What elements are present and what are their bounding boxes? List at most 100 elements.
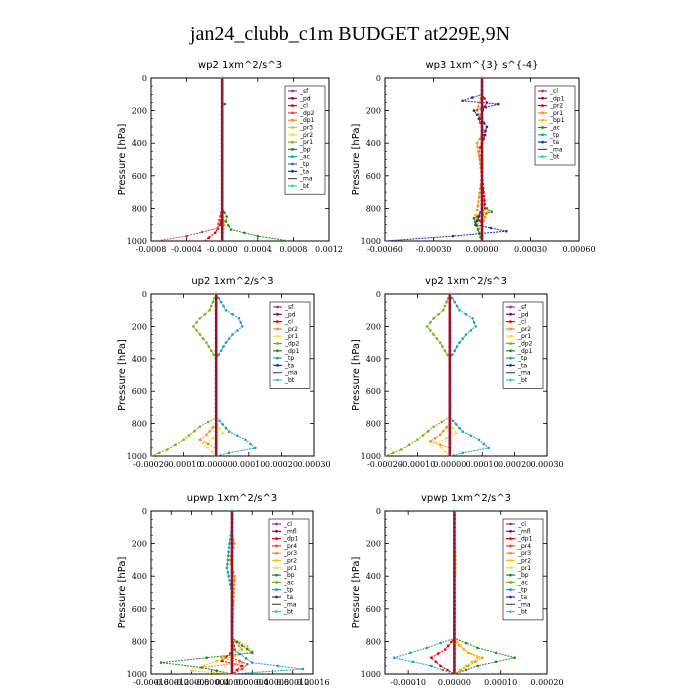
data-point	[476, 646, 479, 650]
data-point	[408, 443, 411, 447]
x-tick-label: 0.00020	[265, 460, 298, 469]
y-tick-label: 0	[376, 74, 381, 83]
data-point	[445, 436, 448, 440]
data-point	[478, 101, 481, 104]
data-point	[193, 429, 196, 433]
data-point	[474, 660, 477, 664]
data-point	[231, 333, 234, 336]
data-point	[198, 317, 202, 320]
legend-entry-label: _pr2	[549, 103, 563, 110]
data-point	[201, 337, 205, 340]
y-tick-label: 1000	[361, 670, 381, 679]
data-point	[429, 329, 432, 332]
data-point	[513, 656, 516, 659]
x-tick-label: 0.0008	[279, 245, 307, 254]
legend-marker	[509, 349, 512, 353]
legend: _cl_mfl_dp1_pr4_pr3_pr2_pr1_bp_ac_tp_ta_…	[268, 518, 310, 621]
legend-marker	[509, 610, 512, 613]
legend-entry-label: _pr1	[517, 565, 531, 572]
data-point	[220, 656, 224, 659]
x-tick-label: 0.00000	[200, 460, 233, 469]
data-point	[471, 96, 474, 99]
legend-marker	[291, 140, 294, 144]
legend-entry-label: _dp1	[549, 95, 565, 102]
x-tick-label: 0.0012	[315, 245, 343, 254]
x-tick-label: 0.00020	[498, 460, 531, 469]
x-tick-label: 0.00010	[466, 460, 499, 469]
legend-entry-label: _ma	[299, 176, 313, 183]
legend-entry-label: _mfl	[283, 528, 297, 535]
data-point	[227, 337, 231, 340]
data-point	[464, 333, 468, 336]
legend-marker	[291, 118, 294, 122]
data-point	[441, 668, 445, 672]
legend-entry-label: _pr2	[283, 558, 297, 565]
legend-marker	[291, 111, 294, 115]
legend-entry-label: _pr2	[284, 326, 298, 333]
data-point	[480, 656, 484, 659]
data-point	[228, 579, 231, 582]
data-point	[233, 579, 236, 582]
data-point	[251, 661, 254, 664]
legend-entry-label: _sf	[299, 88, 309, 95]
data-point	[217, 222, 220, 226]
x-tick-label: -0.00030	[416, 245, 452, 254]
data-point	[226, 562, 229, 566]
chart-panel-2: wp3 1xm^{3} s^{-4} Pressure [hPa] 0 200 400 6…	[351, 60, 596, 254]
data-point	[210, 304, 213, 308]
x-tick-label: 0.0004	[244, 245, 272, 254]
legend-box	[502, 518, 544, 621]
chart-panel-4: vp2 1xm^2/s^3 Pressure [hPa] 0 200 400 600 800…	[351, 276, 564, 469]
data-point	[195, 329, 198, 332]
y-tick-label: 200	[132, 322, 147, 331]
data-point	[224, 426, 228, 430]
data-point	[425, 646, 429, 650]
y-tick-label: 1000	[127, 670, 147, 679]
data-point	[256, 234, 260, 238]
legend-entry-label: _pr2	[517, 326, 531, 333]
legend-marker	[276, 320, 279, 323]
legend-entry-label: _cl	[517, 521, 526, 528]
data-point	[226, 570, 230, 574]
data-point	[453, 300, 457, 304]
data-point	[458, 668, 462, 672]
data-point	[478, 191, 481, 195]
y-tick-label: 400	[132, 139, 147, 148]
legend-entry-label: _sf	[517, 304, 527, 311]
data-point	[174, 443, 177, 447]
data-point	[494, 651, 498, 655]
legend-marker	[509, 588, 512, 592]
data-point	[461, 451, 465, 455]
x-tick-label: -0.00020	[133, 460, 169, 469]
data-point	[455, 345, 459, 348]
data-point	[211, 436, 215, 440]
data-point	[434, 660, 438, 664]
y-tick-label: 800	[366, 204, 381, 213]
legend-entry-label: _cl	[517, 319, 526, 326]
legend-entry-label: _sf	[284, 304, 294, 311]
panel-title: wp2 1xm^2/s^3	[198, 60, 282, 71]
legend-marker	[275, 595, 278, 599]
legend-marker	[541, 126, 544, 129]
data-point	[301, 667, 305, 671]
x-tick-label: 0.00008	[256, 678, 289, 687]
data-point	[482, 442, 486, 446]
legend-entry-label: _ma	[283, 601, 297, 608]
data-point	[471, 317, 474, 320]
legend-box	[284, 85, 326, 195]
legend-marker	[276, 327, 279, 331]
legend-entry-label: _tp	[283, 587, 293, 594]
legend: _sf_pd_cl_pr2_pr1_dp2_dp1_tp_ta_ma_bt	[502, 301, 544, 389]
x-tick-label: -0.00010	[400, 460, 436, 469]
data-point	[485, 125, 489, 129]
data-point	[245, 647, 249, 651]
x-tick-label: -0.00012	[153, 678, 189, 687]
data-point	[446, 668, 449, 672]
y-tick-label: 400	[132, 355, 147, 364]
data-point	[221, 432, 224, 435]
y-tick-label: 0	[376, 290, 381, 299]
legend-marker	[509, 378, 512, 382]
data-point	[450, 640, 453, 644]
data-point	[254, 446, 257, 450]
x-tick-label: -0.00010	[166, 460, 202, 469]
